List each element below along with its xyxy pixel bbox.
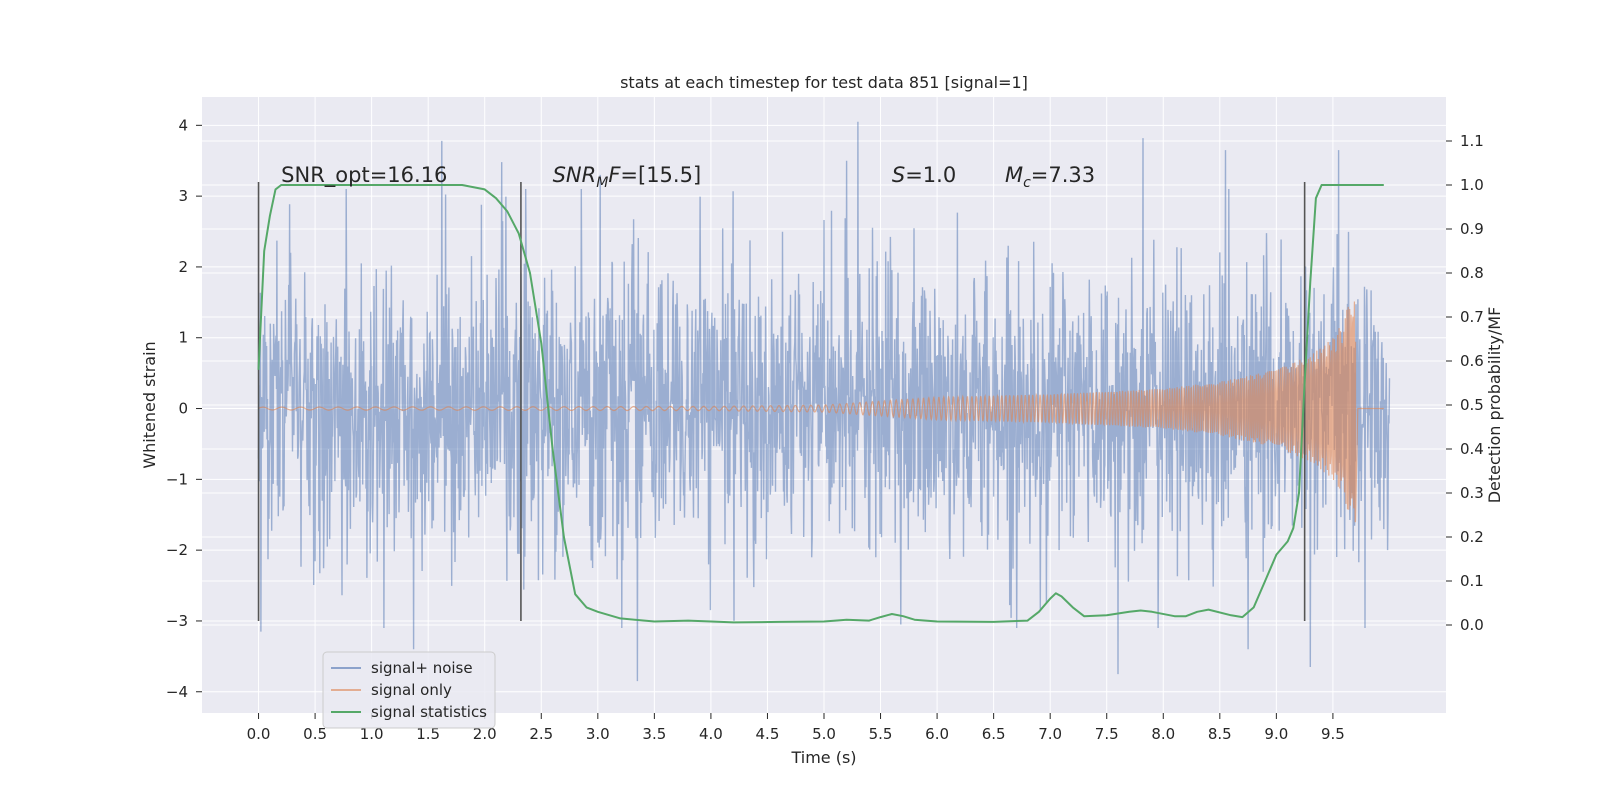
xtick-label-5: 2.5 [529,725,553,743]
y-axis-left-ticks: 4 3 2 1 0 −1 −2 −3 −4 [166,116,202,701]
xtick-label-7: 3.5 [642,725,666,743]
y-axis-label-left: Whitened strain [140,341,159,468]
y2tick-label-11: 0.0 [1460,616,1484,634]
ytick-label-5: −1 [166,470,188,488]
y-axis-label-right: Detection probability/MF [1485,307,1504,504]
legend-box [322,651,496,729]
y-axis-right-ticks: 1.1 1.0 0.9 0.8 0.7 0.6 0.5 0.4 0.3 0.2 0.1 0.0 [1446,132,1484,634]
y2tick-label-5: 0.6 [1460,352,1484,370]
xtick-label-4: 2.0 [473,725,497,743]
ytick-label-0: 4 [178,116,188,134]
ytick-label-7: −3 [166,612,188,630]
xtick-label-2: 1.0 [360,725,384,743]
signal-statistics-line [257,184,1384,624]
ytick-label-1: 3 [178,187,188,205]
y2tick-label-10: 0.1 [1460,572,1484,590]
xtick-label-18: 9.0 [1264,725,1288,743]
xtick-label-9: 4.5 [756,725,780,743]
chart-title: stats at each timestep for test data 851… [620,73,1028,92]
xtick-label-19: 9.5 [1321,725,1345,743]
ytick-label-4: 0 [178,400,188,418]
xtick-label-11: 5.5 [869,725,893,743]
xtick-label-1: 0.5 [303,725,327,743]
x-axis-label: Time (s) [790,748,856,767]
xtick-label-8: 4.0 [699,725,723,743]
xtick-label-12: 6.0 [925,725,949,743]
ytick-label-3: 1 [178,329,188,347]
xtick-label-3: 1.5 [416,725,440,743]
y2tick-label-7: 0.4 [1460,440,1484,458]
y2tick-label-9: 0.2 [1460,528,1484,546]
xtick-label-14: 7.0 [1038,725,1062,743]
y2tick-label-2: 0.9 [1460,220,1484,238]
y2tick-label-1: 1.0 [1460,176,1484,194]
legend-label-1: signal only [371,681,452,699]
xtick-label-16: 8.0 [1151,725,1175,743]
xtick-label-10: 5.0 [812,725,836,743]
y2tick-label-8: 0.3 [1460,484,1484,502]
legend-label-2: signal statistics [371,703,487,721]
xtick-label-13: 6.5 [982,725,1006,743]
y2tick-label-6: 0.5 [1460,396,1484,414]
xtick-label-17: 8.5 [1208,725,1232,743]
annotation-2: S=1.0 [892,163,956,187]
annotation-1: SNRMF=[15.5] [553,163,702,191]
legend-label-0: signal+ noise [371,659,473,677]
ytick-label-6: −2 [166,541,188,559]
series-signal-statistics [257,184,1384,624]
ytick-label-2: 2 [178,258,188,276]
x-axis-ticks: 0.0 0.5 1.0 1.5 2.0 2.5 3.0 3.5 4.0 4.5 5.0 5.5 6.0 6… [247,713,1345,743]
xtick-label-0: 0.0 [247,725,271,743]
xtick-label-15: 7.5 [1095,725,1119,743]
annotations: SNR_opt=16.16 SNRMF=[15.5] S=1.0 Mc=7.33 [281,163,1095,191]
ytick-label-8: −4 [166,683,188,701]
signal-only-line [258,301,1384,523]
annotation-3: Mc=7.33 [1005,163,1095,191]
y2tick-label-4: 0.7 [1460,308,1484,326]
legend: signal+ noise signal only signal statistic… [322,651,496,729]
y2tick-label-3: 0.8 [1460,264,1484,282]
series-signal-only [258,301,1384,523]
y2tick-label-0: 1.1 [1460,132,1484,150]
annotation-0: SNR_opt=16.16 [281,163,447,188]
xtick-label-6: 3.0 [586,725,610,743]
